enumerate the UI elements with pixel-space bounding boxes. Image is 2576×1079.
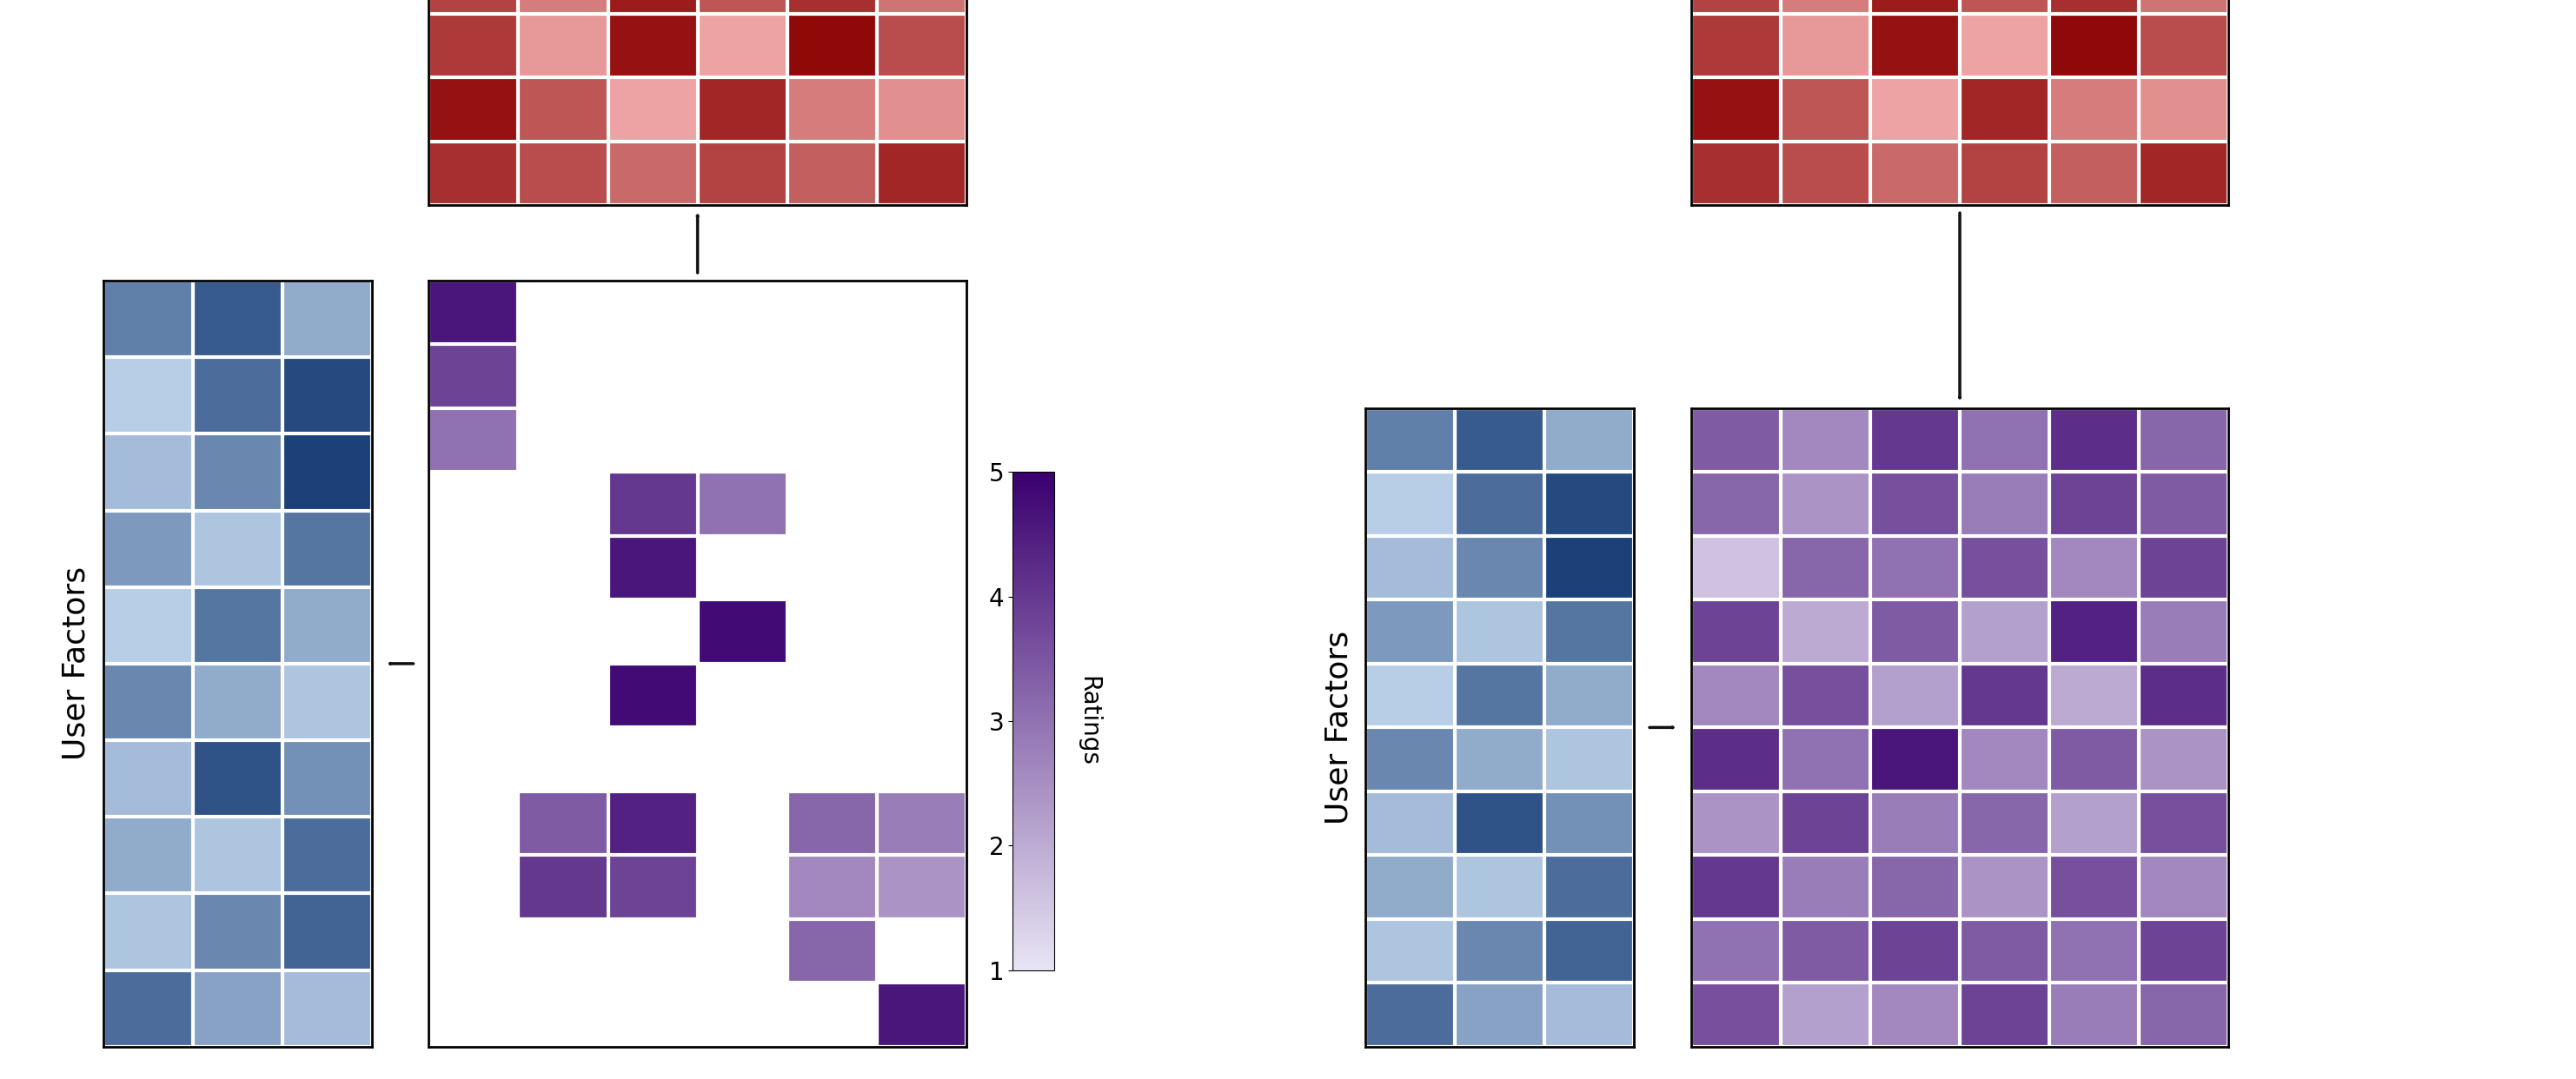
Y-axis label: Ratings: Ratings [1077, 675, 1100, 766]
Y-axis label: User Factors: User Factors [62, 566, 90, 761]
Y-axis label: User Factors: User Factors [1324, 630, 1352, 824]
